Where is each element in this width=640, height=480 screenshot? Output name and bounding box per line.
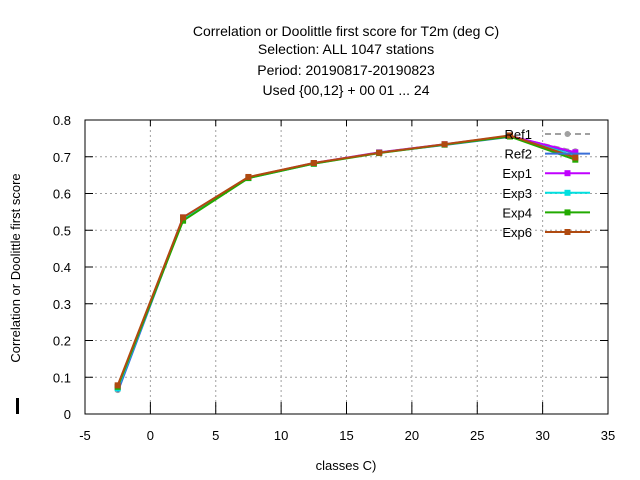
tick-labels: -5 0 5 10 15 20 25 30 35 0 0.1 0.2 0.3 0.4 0.5 0.6 0.7 0.… bbox=[53, 113, 615, 443]
data-point bbox=[180, 214, 187, 221]
series-line-exp6 bbox=[116, 134, 576, 386]
data-point bbox=[376, 149, 383, 156]
data-point bbox=[310, 159, 317, 166]
x-tick-label: 0 bbox=[147, 428, 154, 443]
title-line-3: Period: 20190817-20190823 bbox=[257, 62, 435, 78]
y-tick-label: 0.8 bbox=[53, 113, 71, 128]
data-point bbox=[245, 173, 252, 180]
y-tick-label: 0.1 bbox=[53, 370, 71, 385]
legend-marker bbox=[564, 170, 571, 177]
data-point bbox=[572, 149, 579, 156]
data-point bbox=[506, 132, 513, 139]
x-tick-label: 35 bbox=[601, 428, 615, 443]
legend-label: Ref1 bbox=[505, 127, 532, 142]
x-tick-label: 20 bbox=[405, 428, 419, 443]
legend-marker bbox=[564, 131, 571, 137]
series-layer bbox=[114, 132, 579, 394]
y-tick-label: 0.2 bbox=[53, 334, 71, 349]
y-tick-label: 0.6 bbox=[53, 187, 71, 202]
legend-marker bbox=[564, 189, 571, 196]
x-tick-label: 15 bbox=[339, 428, 353, 443]
data-point bbox=[114, 382, 121, 389]
title-line-4: Used {00,12} + 00 01 ... 24 bbox=[263, 82, 430, 98]
legend-label: Exp3 bbox=[502, 186, 532, 201]
title-line-2: Selection: ALL 1047 stations bbox=[258, 41, 434, 57]
data-point bbox=[180, 217, 187, 224]
y-tick-label: 0 bbox=[64, 407, 71, 422]
data-point bbox=[572, 154, 579, 161]
y-axis-label-marker bbox=[16, 398, 19, 414]
y-tick-label: 0.5 bbox=[53, 223, 71, 238]
chart-title: Correlation or Doolittle first score for… bbox=[193, 23, 499, 98]
legend-marker bbox=[564, 229, 571, 235]
legend: Ref1 Ref2 Exp1 Exp3 Exp4 Exp6 bbox=[502, 127, 590, 240]
y-tick-label: 0.7 bbox=[53, 150, 71, 165]
x-tick-label: 5 bbox=[212, 428, 219, 443]
legend-label: Exp6 bbox=[502, 225, 532, 240]
data-point bbox=[441, 141, 448, 148]
y-tick-label: 0.4 bbox=[53, 260, 71, 275]
legend-label: Ref2 bbox=[505, 147, 532, 162]
x-tick-label: 10 bbox=[274, 428, 288, 443]
title-line-1: Correlation or Doolittle first score for… bbox=[193, 23, 499, 39]
x-tick-label: 25 bbox=[470, 428, 484, 443]
y-axis-label: Correlation or Doolittle first score bbox=[8, 173, 23, 362]
y-tick-label: 0.3 bbox=[53, 297, 71, 312]
legend-label: Exp1 bbox=[502, 166, 532, 181]
legend-marker bbox=[564, 209, 571, 216]
x-tick-label: -5 bbox=[79, 428, 91, 443]
x-tick-label: 30 bbox=[535, 428, 549, 443]
plot-frame bbox=[84, 119, 609, 415]
legend-label: Exp4 bbox=[502, 205, 532, 220]
x-axis-label: classes C) bbox=[316, 458, 377, 473]
series-exp6 bbox=[114, 132, 579, 389]
